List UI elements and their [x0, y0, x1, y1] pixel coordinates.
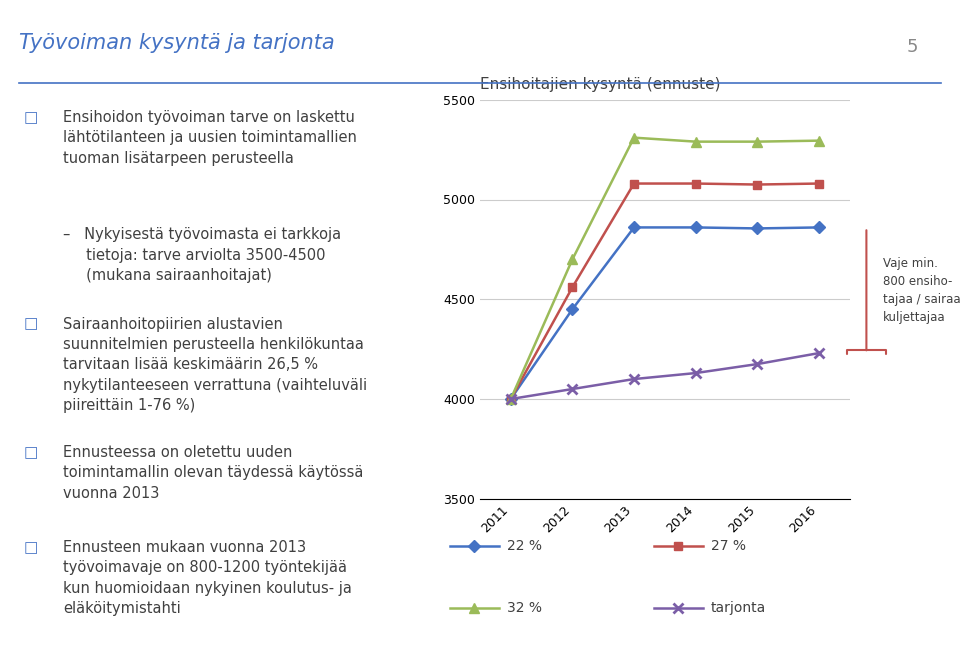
27 %: [690, 180, 702, 188]
Text: 5: 5: [906, 37, 918, 56]
32 %: [505, 395, 516, 403]
tarjonta: [752, 360, 763, 368]
Text: Sairaanhoitopiirien alustavien
suunnitelmien perusteella henkilökuntaa
tarvitaan: Sairaanhoitopiirien alustavien suunnitel…: [63, 317, 368, 413]
Text: □: □: [24, 110, 38, 125]
Text: Ensihoitajien kysyntä (ennuste): Ensihoitajien kysyntä (ennuste): [480, 76, 721, 92]
32 %: [690, 138, 702, 146]
Line: 32 %: 32 %: [506, 133, 824, 404]
27 %: [505, 395, 516, 403]
22 %: [752, 224, 763, 232]
Line: tarjonta: tarjonta: [506, 348, 824, 404]
Text: Työvoiman kysyntä ja tarjonta: Työvoiman kysyntä ja tarjonta: [19, 33, 335, 53]
Text: Vaje min.
800 ensiho-
tajaa / sairaaan-
kuljettajaa: Vaje min. 800 ensiho- tajaa / sairaaan- …: [883, 257, 960, 324]
Text: Ennusteessa on oletettu uuden
toimintamallin olevan täydessä käytössä
vuonna 201: Ennusteessa on oletettu uuden toimintama…: [63, 445, 364, 501]
27 %: [566, 283, 578, 291]
tarjonta: [628, 375, 639, 383]
22 %: [566, 305, 578, 313]
27 %: [752, 180, 763, 188]
Text: □: □: [24, 445, 38, 460]
tarjonta: [566, 385, 578, 393]
tarjonta: [505, 395, 516, 403]
Line: 27 %: 27 %: [507, 180, 823, 403]
Text: 32 %: 32 %: [507, 600, 541, 615]
27 %: [813, 180, 825, 188]
tarjonta: [690, 369, 702, 377]
tarjonta: [813, 349, 825, 357]
Text: tarjonta: tarjonta: [711, 600, 766, 615]
22 %: [813, 223, 825, 231]
32 %: [813, 137, 825, 145]
Text: 27 %: 27 %: [711, 539, 746, 553]
22 %: [628, 223, 639, 231]
Text: –   Nykyisestä työvoimasta ei tarkkoja
     tietoja: tarve arviolta 3500-4500
  : – Nykyisestä työvoimasta ei tarkkoja tie…: [63, 227, 342, 283]
Text: □: □: [24, 540, 38, 555]
27 %: [628, 180, 639, 188]
Text: 22 %: 22 %: [507, 539, 541, 553]
32 %: [566, 255, 578, 263]
Text: Ensihoidon työvoiman tarve on laskettu
lähtötilanteen ja uusien toimintamallien
: Ensihoidon työvoiman tarve on laskettu l…: [63, 110, 357, 166]
32 %: [752, 138, 763, 146]
Text: □: □: [24, 317, 38, 332]
22 %: [505, 395, 516, 403]
22 %: [690, 223, 702, 231]
Line: 22 %: 22 %: [507, 223, 823, 403]
32 %: [628, 134, 639, 142]
Text: Ennusteen mukaan vuonna 2013
työvoimavaje on 800-1200 työntekijää
kun huomioidaa: Ennusteen mukaan vuonna 2013 työvoimavaj…: [63, 540, 352, 616]
